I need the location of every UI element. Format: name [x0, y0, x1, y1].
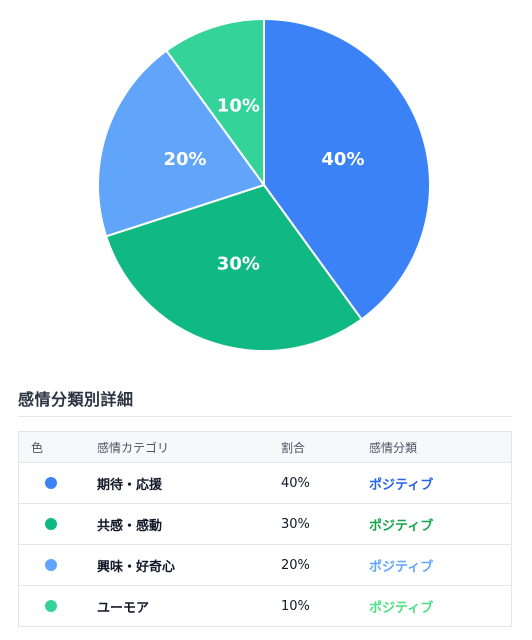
table-row: 興味・好奇心 20% ポジティブ: [18, 544, 512, 586]
section-divider: [18, 416, 512, 417]
pie-slice-label: 40%: [321, 149, 364, 170]
category-cell: ユーモア: [97, 585, 281, 627]
pie-chart: 40% 30% 20% 10%: [97, 17, 431, 352]
category-cell: 興味・好奇心: [97, 544, 281, 586]
category-cell: 期待・応援: [97, 462, 281, 504]
color-dot-icon: [45, 518, 57, 530]
category-cell: 共感・感動: [97, 503, 281, 545]
classification-cell: ポジティブ: [369, 585, 512, 627]
header-category: 感情カテゴリ: [97, 431, 281, 463]
color-cell: [18, 544, 97, 586]
color-dot-icon: [45, 477, 57, 489]
pie-slice-label: 10%: [217, 96, 260, 117]
header-ratio: 割合: [281, 431, 369, 463]
classification-cell: ポジティブ: [369, 503, 512, 545]
table-row: ユーモア 10% ポジティブ: [18, 585, 512, 627]
ratio-cell: 30%: [281, 503, 369, 545]
table-row: 共感・感動 30% ポジティブ: [18, 503, 512, 545]
color-dot-icon: [45, 559, 57, 571]
classification-cell: ポジティブ: [369, 462, 512, 504]
color-dot-icon: [45, 600, 57, 612]
section-title: 感情分類別詳細: [18, 390, 134, 409]
pie-slice-label: 30%: [217, 253, 260, 274]
pie-chart-svg: 40% 30% 20% 10%: [97, 17, 431, 352]
ratio-cell: 10%: [281, 585, 369, 627]
ratio-cell: 40%: [281, 462, 369, 504]
color-cell: [18, 462, 97, 504]
pie-slice: [97, 49, 266, 238]
color-cell: [18, 503, 97, 545]
header-color: 色: [18, 431, 97, 463]
ratio-cell: 20%: [281, 544, 369, 586]
table-header-row: 色 感情カテゴリ 割合 感情分類: [18, 431, 512, 463]
color-cell: [18, 585, 97, 627]
pie-slice-label: 20%: [164, 149, 207, 170]
pie-slice: [263, 17, 431, 321]
pie-slice: [165, 17, 265, 189]
classification-cell: ポジティブ: [369, 544, 512, 586]
table-row: 期待・応援 40% ポジティブ: [18, 462, 512, 504]
table-body: 期待・応援 40% ポジティブ 共感・感動 30% ポジティブ 興味・好奇心 20% ポジティブ…: [18, 462, 512, 627]
header-classification: 感情分類: [369, 431, 512, 463]
emotion-detail-table: 色 感情カテゴリ 割合 感情分類 期待・応援 40% ポジティブ 共感・感動 30% ポジ…: [18, 431, 512, 627]
pie-slice: [104, 183, 363, 352]
